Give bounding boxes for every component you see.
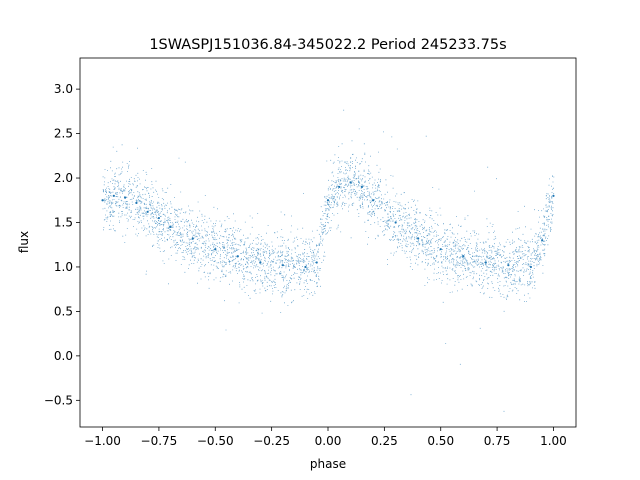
x-tick-label: −1.00 — [84, 434, 121, 448]
y-axis-label: flux — [17, 231, 31, 253]
y-tick-label: 2.5 — [54, 127, 73, 141]
y-tick-label: 0.0 — [54, 349, 73, 363]
data-point — [462, 255, 465, 258]
x-tick-label: 0.75 — [484, 434, 511, 448]
x-tick-label: 1.00 — [540, 434, 567, 448]
scatter-markers — [102, 109, 555, 412]
y-tick-label: 0.5 — [54, 304, 73, 318]
chart-title: 1SWASPJ151036.84-345022.2 Period 245233.… — [149, 37, 506, 53]
x-tick-label: −0.50 — [197, 434, 234, 448]
x-tick-label: 0.50 — [427, 434, 454, 448]
data-point — [484, 261, 487, 264]
y-tick-label: 3.0 — [54, 82, 73, 96]
data-point — [157, 216, 161, 220]
scatter-cloud — [102, 109, 555, 412]
data-point — [315, 261, 318, 264]
data-point — [101, 199, 104, 202]
data-point — [326, 199, 330, 202]
y-tick-label: 1.0 — [54, 260, 73, 274]
data-point — [123, 196, 127, 199]
y-tick-label: −0.5 — [44, 393, 73, 407]
data-point — [371, 199, 375, 202]
x-tick-label: −0.75 — [141, 434, 178, 448]
data-point — [146, 210, 149, 213]
x-axis: −1.00 −0.75 −0.50 −0.25 0.00 0.25 0.50 0.75 1.00 — [84, 427, 567, 448]
y-axis: −0.5 0.0 0.5 1.0 1.5 2.0 2.5 3.0 — [44, 82, 80, 407]
data-point — [529, 265, 533, 269]
data-point — [394, 221, 397, 224]
data-point — [439, 248, 442, 251]
x-tick-label: −0.25 — [253, 434, 290, 448]
data-points — [101, 109, 555, 412]
x-axis-label: phase — [310, 457, 346, 471]
y-tick-label: 1.5 — [54, 215, 73, 229]
x-tick-label: 0.00 — [315, 434, 342, 448]
y-tick-label: 2.0 — [54, 171, 73, 185]
x-tick-label: 0.25 — [371, 434, 398, 448]
